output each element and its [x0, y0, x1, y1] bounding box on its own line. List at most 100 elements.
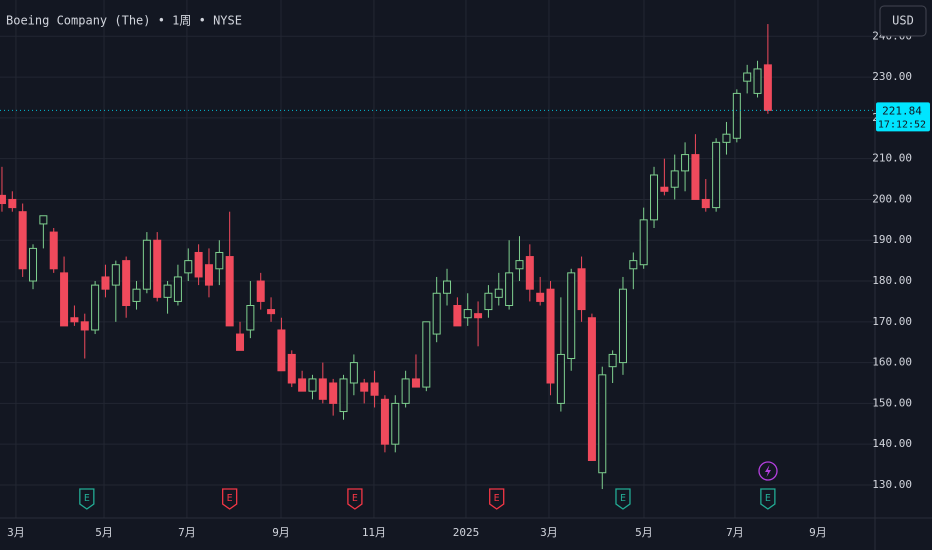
candle-body: [567, 272, 576, 360]
candle-body: [763, 64, 772, 111]
candles: [0, 24, 875, 490]
y-tick-label: 190.00: [872, 233, 912, 246]
candle-body: [732, 92, 741, 139]
y-tick-label: 200.00: [872, 192, 912, 205]
candle-body: [60, 272, 69, 327]
candle-body: [639, 219, 648, 266]
x-tick-label: 5月: [635, 526, 653, 539]
earnings-label: E: [352, 493, 358, 504]
y-tick-label: 210.00: [872, 152, 912, 165]
candle-body: [608, 353, 617, 368]
candle-body: [753, 68, 762, 94]
last-price-label: 221.84: [882, 104, 922, 117]
candle-body: [494, 288, 503, 298]
candle-body: [122, 260, 131, 306]
candle-body: [598, 374, 607, 474]
candle-body: [101, 276, 110, 290]
candle-body: [629, 260, 638, 270]
earnings-label: E: [620, 493, 626, 504]
candle-body: [49, 231, 58, 270]
candle-body: [0, 194, 6, 205]
x-tick-label: 3月: [7, 526, 25, 539]
candle-body: [318, 378, 327, 400]
candle-body: [29, 247, 38, 282]
earnings-marker: [760, 488, 776, 510]
candle-body: [577, 268, 586, 311]
chart-title: Boeing Company (The) • 1周 • NYSE: [6, 14, 242, 28]
candle-body: [681, 154, 690, 172]
dividend-icon: [758, 461, 778, 481]
candle-body: [308, 378, 317, 392]
candle-body: [360, 382, 369, 392]
currency-button[interactable]: [879, 5, 927, 37]
candle-body: [194, 251, 203, 278]
candle-body: [132, 288, 141, 302]
candle-body: [163, 284, 172, 298]
x-tick-label: 7月: [178, 526, 196, 539]
candle-body: [556, 353, 565, 404]
x-tick-label: 9月: [809, 526, 827, 539]
candle-body: [184, 260, 193, 274]
candle-body: [618, 288, 627, 364]
candle-body: [91, 284, 100, 331]
x-tick-label: 2025: [453, 526, 480, 539]
candle-body: [80, 321, 89, 331]
candle-body: [505, 272, 514, 306]
candle-body: [712, 141, 721, 209]
earnings-label: E: [494, 493, 500, 504]
candle-body: [111, 264, 120, 286]
candle-body: [153, 239, 162, 298]
candle-body: [463, 309, 472, 319]
x-tick-label: 5月: [95, 526, 113, 539]
candle-body: [515, 260, 524, 270]
x-tick-label: 11月: [362, 526, 386, 539]
candle-body: [267, 309, 276, 315]
candle-body: [70, 317, 79, 323]
candle-body: [277, 329, 286, 372]
currency-label[interactable]: USD: [892, 14, 914, 28]
countdown-label: 17:12:52: [878, 119, 926, 130]
grid: [0, 0, 875, 518]
candle-body: [8, 198, 17, 209]
candle-body: [660, 186, 669, 192]
y-tick-label: 160.00: [872, 356, 912, 369]
candle-body: [256, 280, 265, 302]
earnings-marker: [615, 488, 631, 510]
candle-body: [225, 256, 234, 327]
candle-body: [39, 215, 48, 225]
candle-body: [287, 353, 296, 384]
earnings-marker: [222, 488, 238, 510]
candle-body: [329, 382, 338, 404]
candle-body: [546, 288, 555, 384]
candle-body: [701, 198, 710, 209]
y-tick-label: 130.00: [872, 478, 912, 491]
y-tick-label: 150.00: [872, 396, 912, 409]
candle-body: [215, 251, 224, 270]
candle-body: [536, 292, 545, 302]
candle-body: [670, 170, 679, 188]
candle-body: [411, 378, 420, 388]
y-tick-label: 180.00: [872, 274, 912, 287]
candle-body: [401, 378, 410, 404]
earnings-label: E: [765, 493, 771, 504]
candle-body: [453, 304, 462, 327]
earnings-marker: [347, 488, 363, 510]
candle-body: [474, 313, 483, 319]
y-tick-label: 230.00: [872, 70, 912, 83]
candle-body: [743, 72, 752, 82]
earnings-marker: [79, 488, 95, 510]
y-tick-label: 170.00: [872, 315, 912, 328]
candle-body: [370, 382, 379, 396]
candle-body: [422, 321, 431, 388]
candle-body: [173, 276, 182, 302]
candle-body: [432, 292, 441, 335]
candle-body: [525, 256, 534, 290]
candle-body: [691, 154, 700, 200]
candle-body: [722, 133, 731, 143]
candle-body: [380, 398, 389, 445]
candle-body: [298, 378, 307, 392]
earnings-label: E: [84, 493, 90, 504]
candle-body: [484, 292, 493, 311]
x-tick-label: 9月: [272, 526, 290, 539]
